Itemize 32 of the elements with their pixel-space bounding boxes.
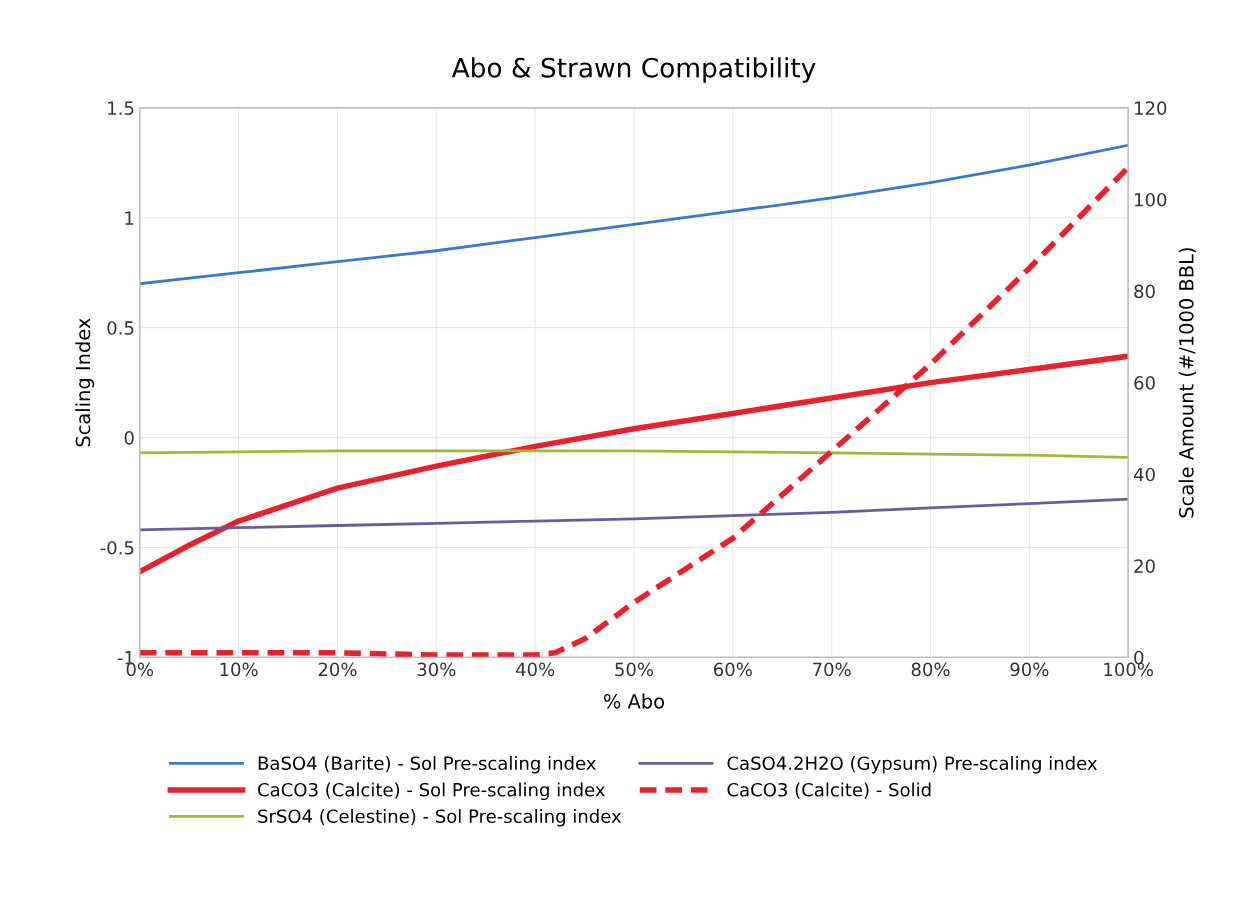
x-axis-title: % Abo: [603, 693, 665, 709]
x-tick-label: 50%: [615, 662, 654, 677]
legend-label: BaSO4 (Barite) - Sol Pre-scaling index: [258, 756, 596, 774]
line-series: [139, 497, 1129, 532]
legend-label: SrSO4 (Celestine) - Sol Pre-scaling index: [258, 809, 622, 827]
y2-tick-label: 60: [1134, 376, 1155, 390]
y2-tick-label: 120: [1135, 101, 1167, 115]
y2-tick-label: 100: [1135, 192, 1167, 207]
y2-tick-label: 20: [1134, 559, 1155, 573]
x-tick-label: 80%: [911, 662, 950, 677]
legend-label: CaCO3 (Calcite) - Solid: [727, 782, 931, 799]
x-tick-label: 10%: [220, 662, 258, 677]
line-series: [139, 449, 1129, 459]
x-tick-label: 90%: [1010, 662, 1049, 677]
chart-title: Abo & Strawn Compatibility: [451, 57, 816, 83]
x-tick-label: 30%: [417, 662, 456, 677]
x-tick-label: 40%: [515, 662, 555, 677]
y-axis-title: Scaling Index: [75, 318, 95, 447]
x-tick-label: 70%: [813, 662, 851, 677]
x-tick-label: 20%: [318, 662, 357, 677]
y-tick-label: 0.5: [107, 321, 134, 335]
y2-axis-title: Scale Amount (#/1000 BBL): [1178, 248, 1196, 518]
y-tick-label: -0.5: [100, 540, 134, 555]
x-tick-label: 60%: [714, 662, 752, 677]
legend-label: CaSO4.2H2O (Gypsum) Pre-scaling index: [727, 756, 1098, 774]
y2-tick-label: 40: [1133, 467, 1155, 482]
y2-tick-label: 80: [1134, 284, 1155, 299]
line-series: [139, 143, 1129, 286]
y-tick-label: 1.5: [108, 101, 134, 115]
legend-label: CaCO3 (Calcite) - Sol Pre-scaling index: [258, 782, 605, 801]
y-tick-label: 1: [125, 211, 134, 225]
y-tick-label: 0: [124, 431, 134, 445]
